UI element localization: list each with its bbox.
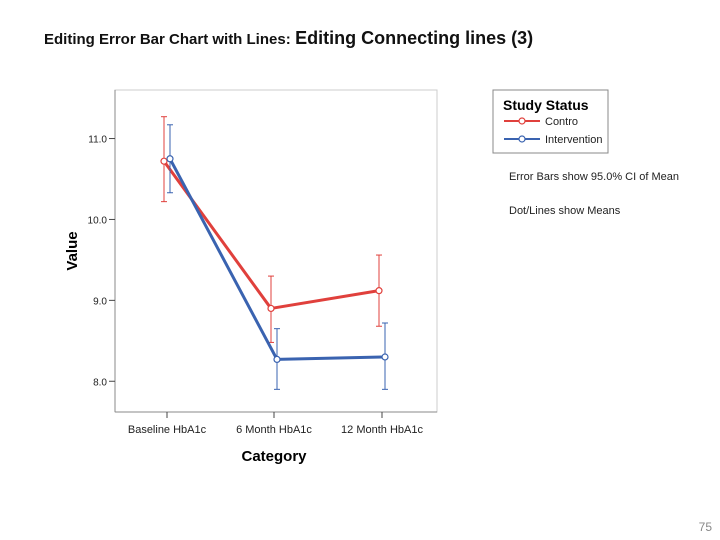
y-axis-label: Value (64, 231, 81, 270)
legend-swatch-marker (518, 117, 526, 125)
y-ticks: 8.0 9.0 10.0 11.0 (88, 135, 115, 388)
page-number: 75 (698, 520, 712, 534)
legend-swatch-marker (518, 135, 526, 143)
x-tick-label: 6 Month HbA1c (236, 424, 312, 436)
y-tick-label: 8.0 (93, 377, 107, 388)
slide-title: Editing Error Bar Chart with Lines: Edit… (44, 28, 533, 49)
x-axis-label: Category (241, 448, 307, 465)
y-tick-label: 11.0 (88, 135, 107, 146)
x-tick-label: Baseline HbA1c (128, 424, 207, 436)
mean-point (166, 155, 174, 163)
note-dot-lines: Dot/Lines show Means (509, 205, 621, 217)
legend-entry-label: Contro (545, 116, 578, 128)
legend-entry-label: Intervention (545, 134, 602, 146)
series-layer (160, 116, 389, 390)
legend-title: Study Status (503, 97, 589, 113)
axes (114, 90, 437, 413)
x-ticks: Baseline HbA1c 6 Month HbA1c 12 Month HbA1… (128, 412, 423, 436)
mean-point (375, 287, 383, 295)
series-contro (160, 116, 383, 343)
mean-point (381, 353, 389, 361)
mean-point (273, 355, 281, 364)
slide-title-main: Editing Error Bar Chart with Lines: (44, 31, 291, 48)
chart-background (114, 89, 438, 413)
mean-point (160, 157, 168, 165)
series-intervention (166, 124, 389, 390)
y-tick-label: 9.0 (93, 296, 107, 307)
note-error-bars: Error Bars show 95.0% CI of Mean (509, 171, 679, 183)
legend: Study Status Contro Intervention (492, 89, 609, 154)
slide-title-sub: Editing Connecting lines (3) (295, 28, 534, 48)
mean-point (267, 304, 275, 313)
legend-entries: Contro Intervention (504, 116, 602, 146)
y-tick-label: 10.0 (88, 215, 108, 226)
x-tick-label: 12 Month HbA1c (341, 424, 423, 436)
